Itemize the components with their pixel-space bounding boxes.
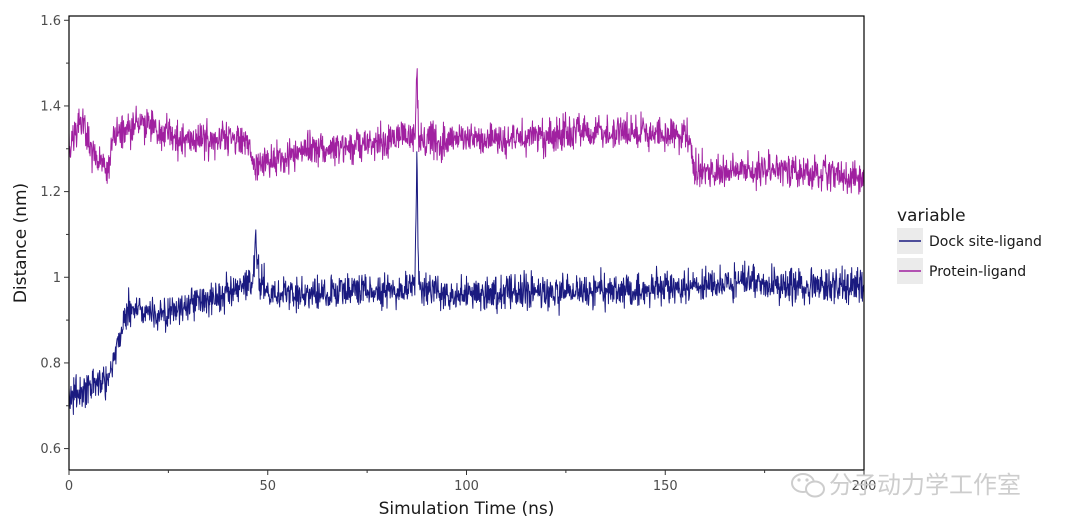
legend-label-dock-site-ligand: Dock site-ligand <box>929 234 1042 250</box>
y-tick-label: 0.8 <box>40 356 61 371</box>
plot-series <box>68 68 865 416</box>
y-tick-label: 1.4 <box>40 99 61 114</box>
series-line-protein-ligand <box>68 68 865 195</box>
x-axis-title: Simulation Time (ns) <box>379 499 555 519</box>
x-tick-label: 100 <box>454 479 479 494</box>
legend-label-protein-ligand: Protein-ligand <box>929 264 1026 280</box>
x-tick-label: 200 <box>852 479 877 494</box>
axis-ticks: 0 50 100 150 200 0.6 0.8 1 1.2 1.4 1.6 <box>40 14 876 494</box>
x-tick-label: 150 <box>653 479 678 494</box>
watermark: 分子动力学工作室 <box>791 471 1021 499</box>
y-tick-label: 1.2 <box>40 185 61 200</box>
y-tick-label: 0.6 <box>40 442 61 457</box>
x-tick-label: 0 <box>65 479 73 494</box>
watermark-text: 分子动力学工作室 <box>829 471 1021 499</box>
legend: variable Dock site-ligand Protein-ligand <box>897 206 1042 284</box>
legend-title: variable <box>897 206 966 226</box>
y-tick-label: 1.6 <box>40 14 61 29</box>
y-tick-label: 1 <box>53 271 61 286</box>
series-line-dock-site-ligand <box>68 151 865 416</box>
x-tick-label: 50 <box>259 479 276 494</box>
y-axis-title: Distance (nm) <box>11 183 31 303</box>
wechat-icon <box>791 473 825 498</box>
